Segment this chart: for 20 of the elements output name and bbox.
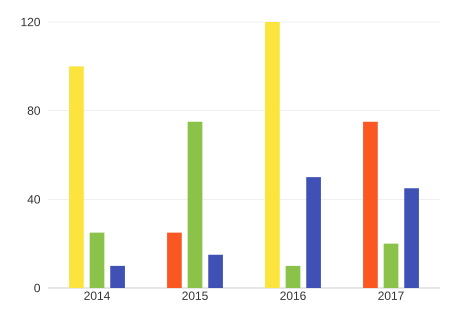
bar [363,122,378,288]
bar [265,22,280,288]
y-tick-label: 40 [27,195,40,204]
bar [90,232,104,288]
y-tick-label: 120 [21,18,40,26]
bar [167,232,182,288]
y-tick-label: 80 [28,106,40,115]
x-tick-label: 2014 [84,292,110,300]
x-tick-label: 2016 [280,292,306,300]
bar [286,266,300,288]
bar [110,266,125,288]
x-tick-label: 2017 [378,292,404,300]
bar [306,177,321,288]
x-tick-label: 2015 [182,292,208,300]
bar [384,244,398,288]
bar [69,66,84,288]
bar [208,254,223,288]
y-tick-label: 0 [34,284,40,292]
bar [188,122,202,288]
bar [404,188,419,288]
